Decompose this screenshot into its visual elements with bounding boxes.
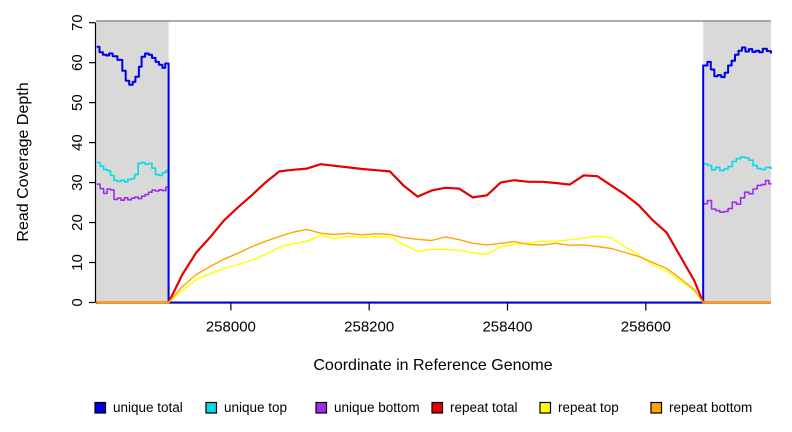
series-unique-total-line (96, 45, 772, 304)
y-axis-title: Read Coverage Depth (15, 82, 32, 241)
legend-label: repeat total (450, 400, 518, 415)
series-unique-bottom-line (96, 179, 772, 304)
x-axis-title: Coordinate in Reference Genome (313, 357, 552, 374)
series-unique-top-line (96, 156, 772, 304)
legend-label: unique top (224, 400, 287, 415)
y-tick-label: 60 (69, 54, 86, 71)
legend-swatch (650, 401, 663, 414)
x-tick-label: 258400 (482, 319, 532, 336)
legend-swatch (431, 401, 444, 414)
x-tick-label: 258600 (621, 319, 671, 336)
legend-item-unique-bottom: unique bottom (315, 400, 420, 415)
series-repeat-top-line (96, 234, 771, 304)
y-tick-label: 20 (69, 214, 86, 231)
x-tick-label: 258200 (344, 319, 394, 336)
series-repeat-total-line (96, 163, 771, 304)
legend-item-repeat-total: repeat total (431, 400, 518, 415)
legend-item-repeat-bottom: repeat bottom (650, 400, 752, 415)
legend-item-unique-top: unique top (205, 400, 287, 415)
y-tick-label: 30 (69, 174, 86, 191)
shaded-region (96, 21, 169, 303)
y-tick-label: 40 (69, 134, 86, 151)
series-layer (96, 45, 772, 304)
legend-label: repeat top (558, 400, 619, 415)
y-tick-label: 10 (69, 254, 86, 271)
series-repeat-bottom-line (96, 228, 771, 304)
legend-label: unique bottom (334, 400, 420, 415)
legend: unique total unique top unique bottom repea… (94, 400, 752, 415)
y-tick-label: 50 (69, 94, 86, 111)
legend-label: unique total (113, 400, 183, 415)
shaded-regions-layer (96, 20, 771, 303)
axes-layer: 0 10 20 30 40 50 60 70 258000 258200 258400 258600 (69, 14, 771, 336)
legend-swatch (94, 401, 107, 414)
y-tick-label: 0 (69, 298, 86, 306)
legend-item-repeat-top: repeat top (539, 400, 619, 415)
x-tick-label: 258000 (206, 319, 256, 336)
legend-label: repeat bottom (669, 400, 752, 415)
legend-swatch (205, 401, 218, 414)
y-tick-label: 70 (69, 14, 86, 31)
legend-item-unique-total: unique total (94, 400, 183, 415)
legend-swatch (539, 401, 552, 414)
legend-swatch (315, 401, 328, 414)
